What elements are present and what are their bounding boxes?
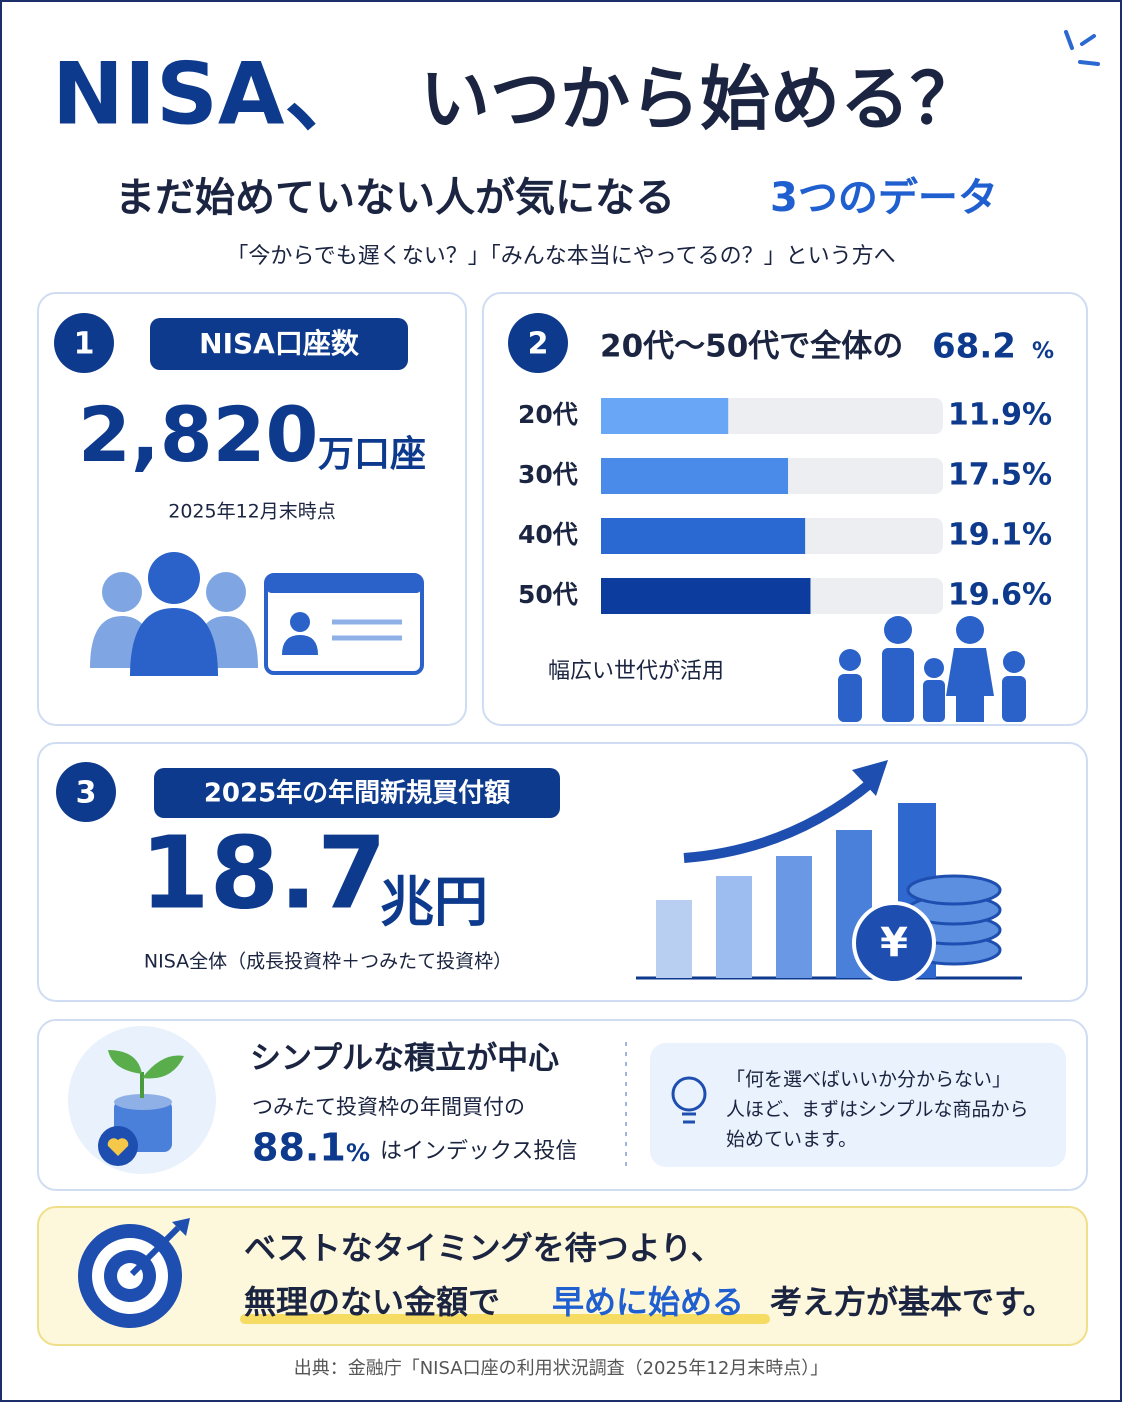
card-label: NISA口座数 [199,327,360,360]
category-label: 40代 [518,520,578,549]
sprout-icon [68,1026,216,1174]
tip-box [650,1043,1066,1167]
tip-line: 人ほど、まずはシンプルな商品から [726,1099,1028,1121]
source: 出典：金融庁「NISA口座の利用状況調査（2025年12月末時点）」 [294,1358,829,1379]
bar [601,578,811,614]
sparkle [1064,30,1100,66]
age-bar-chart: 20代 11.9% 30代 17.5% 40代 19.1% 50代 19.6% [518,398,1052,614]
badge [56,762,116,822]
big-value: 2,820 [78,390,318,479]
badge [508,313,568,373]
message-part: 考え方が基本です。 [770,1283,1055,1321]
value-label: 11.9% [948,398,1052,433]
card-label: 2025年の年間新規買付額 [204,778,510,809]
target-icon [78,1218,190,1328]
value-label: 19.1% [948,518,1052,553]
note: 幅広い世代が活用 [548,659,724,684]
bar [601,398,729,434]
badge-number: 1 [74,327,95,362]
tip-line: 「何を選べばいいか分からない」 [726,1069,1011,1091]
card-5 [37,1206,1088,1346]
svg-text:¥: ¥ [880,920,908,966]
bar [601,518,806,554]
subtitle: まだ始めていない人が気になる [115,175,675,221]
value-unit: % [346,1139,370,1167]
big-value: 18.7 [140,814,387,931]
note: 2025年12月末時点 [168,501,336,523]
value-label: 19.6% [948,578,1052,613]
title-main: NISA、 [52,44,370,144]
value-label: 17.5% [948,458,1052,493]
people-icon [90,552,258,676]
bar [601,458,789,494]
heading-value: 68.2 [932,327,1016,367]
heading-unit: % [1032,339,1054,364]
unit: 万口座 [318,434,426,475]
id-card-icon [264,573,424,675]
text-line: つみたて投資枠の年間買付の [252,1095,525,1119]
title-rest: いつから始める？ [420,58,980,140]
message-accent: 早めに始める [552,1283,744,1321]
message-part: 無理のない金額で [244,1283,500,1321]
family-icon [838,616,1026,722]
value: 88.1 [252,1126,346,1170]
card-heading: 20代〜50代で全体の [600,329,903,365]
bulb-icon [671,1076,707,1124]
card-heading: シンプルな積立が中心 [250,1041,559,1077]
category-label: 20代 [518,400,578,429]
badge-number: 3 [76,776,97,811]
highlight [240,1314,770,1324]
lead: 「今からでも遅くない？」「みんな本当にやってるの？」という方へ [226,244,895,269]
subtitle-accent: 3つのデータ [770,175,998,221]
tip-line: 始めています。 [726,1129,857,1151]
label-pill [150,318,408,370]
message-line: ベストなタイミングを待つより、 [244,1229,723,1267]
category-label: 50代 [518,580,578,609]
badge-number: 2 [528,327,549,362]
growth-icon: ¥ [636,760,1022,985]
text-line: はインデックス投信 [380,1139,577,1164]
note: NISA全体（成長投資枠＋つみたて投資枠） [144,951,512,973]
unit: 兆円 [380,871,488,934]
category-label: 30代 [518,460,578,489]
label-pill [154,768,560,818]
badge [54,313,114,373]
